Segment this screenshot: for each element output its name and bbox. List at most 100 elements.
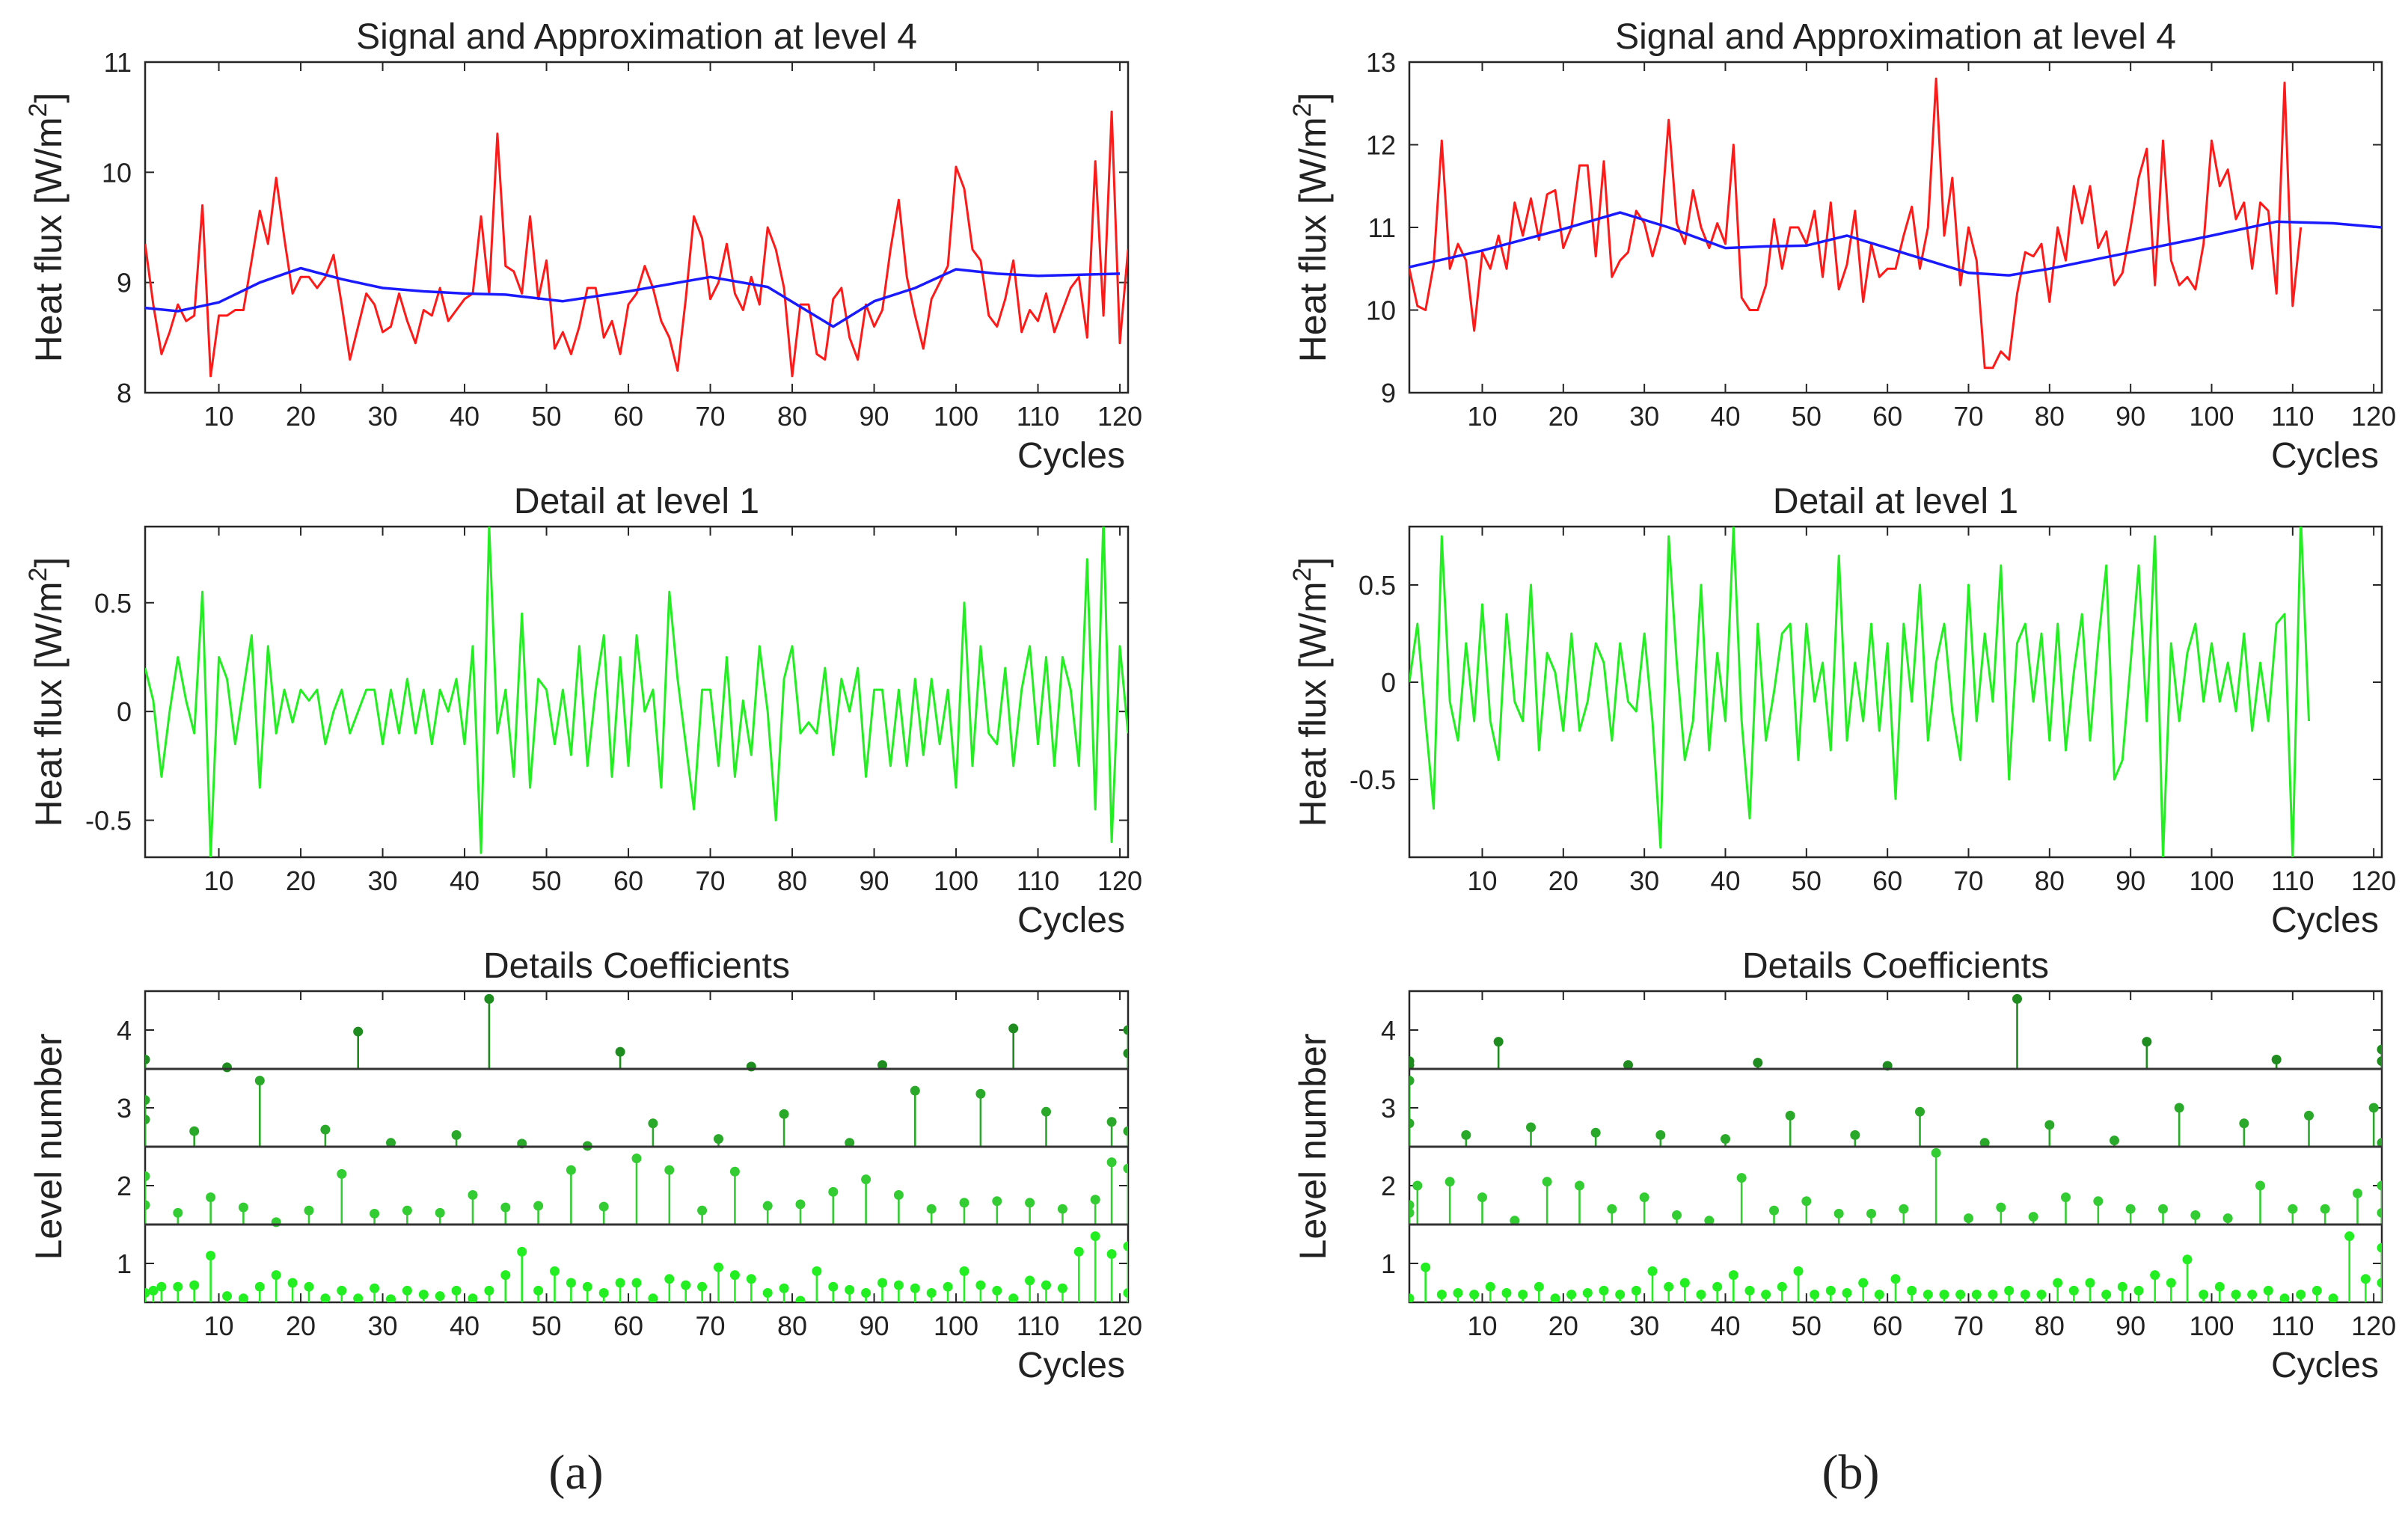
panel-a-3-stem-marker (664, 1165, 675, 1175)
panel-b-2-ylabel-end: ] (1292, 557, 1334, 568)
panel-a-3-stem-marker (173, 1281, 183, 1292)
panel-b-3-xtick-label: 90 (2116, 1311, 2145, 1341)
panel-b-3-stem-marker (1534, 1281, 1544, 1292)
panel-a-3-stem-marker (451, 1285, 462, 1296)
panel-a-3-stem-marker (598, 1288, 609, 1299)
panel-b-3-stem-marker (1639, 1192, 1649, 1203)
panel-a-3-stem-marker (402, 1205, 412, 1216)
panel-a-1-ylabel-exp: 2 (24, 103, 52, 117)
panel-b-3-stem-marker (1493, 1037, 1504, 1047)
panel-b-1: Signal and Approximation at level 4 10 20 3… (1288, 17, 2396, 476)
panel-a-1-ytick-label: 10 (102, 157, 132, 188)
panel-a-3-stem-marker (353, 1293, 364, 1302)
panel-a-3-title: Details Coefficients (483, 946, 790, 986)
panel-b-3-xtick-label: 100 (2189, 1311, 2234, 1341)
panel-b-3-stem-marker (1907, 1285, 1917, 1296)
panel-b-1-ytick-label: 9 (1381, 378, 1396, 408)
panel-a-3-stem-marker (1025, 1275, 1035, 1286)
panel-b-3-stem-marker (2255, 1180, 2265, 1191)
panel-b-3-stem-marker (2044, 1120, 2055, 1130)
panel-a-1-xtick-label: 20 (286, 401, 316, 432)
panel-a-3-stem-marker (697, 1281, 708, 1292)
panel-b-3-stem-marker (1801, 1196, 1812, 1207)
panel-b-3-stem-marker (1501, 1288, 1512, 1299)
panel-b-3-stem-marker (1445, 1177, 1455, 1187)
panel-a-2-xtick-label: 50 (532, 865, 562, 896)
panel-a-3-stem-marker (370, 1208, 380, 1219)
panel-b-3-stem-marker (1728, 1270, 1738, 1281)
panel-b-3-stem-marker (1566, 1290, 1577, 1300)
panel-b-3-stem-marker (2036, 1290, 2047, 1300)
panel-a-3-stem-marker (1008, 1023, 1019, 1034)
panel-b-3-stem-marker (2125, 1204, 2136, 1214)
panel-a-3-stem-marker (1090, 1195, 1100, 1205)
panel-b-3-xtick-label: 10 (1467, 1311, 1497, 1341)
panel-b-3-stem-marker (2110, 1136, 2119, 1146)
panel-b-3-stem-marker (1931, 1147, 1941, 1158)
panel-a-2-axes-frame (144, 525, 1130, 859)
panel-a-3-level-1-stems (145, 1231, 1128, 1302)
panel-a-1-xtick-label: 40 (450, 401, 480, 432)
panel-b-3-stem-marker (2068, 1285, 2079, 1296)
panel-b-3-stem-marker (1409, 1118, 1415, 1129)
panel-b-3-stem-marker (2377, 1278, 2382, 1288)
panel-b-3-stem-marker (1744, 1285, 1755, 1296)
panel-b-3-stem-marker (1858, 1278, 1869, 1288)
panel-b-3-stem-marker (1461, 1130, 1471, 1140)
panel-b-3-stem-marker (2247, 1290, 2258, 1300)
panel-b-1-xtick-label: 70 (1953, 401, 1983, 432)
panel-a-3-stem-marker (222, 1291, 232, 1302)
panel-b-3-stem-marker (1590, 1127, 1601, 1138)
panel-b-3-xtick-label: 110 (2271, 1311, 2314, 1341)
panel-a-3-stem-marker (910, 1283, 920, 1293)
panel-a-2-xtick-label: 90 (860, 865, 889, 896)
panel-b-3-stem-marker (1955, 1290, 1966, 1300)
panel-a-3-stem-marker (435, 1207, 445, 1218)
panel-b-3-stem-marker (1899, 1204, 1909, 1214)
panel-b-3-stem-marker (1550, 1293, 1560, 1302)
panel-b-3-stem-marker (1874, 1290, 1884, 1300)
panel-b-3-stem-marker (1575, 1180, 1584, 1191)
panel-a-3-stem-marker (861, 1174, 871, 1185)
panel-b-2-ylabel: Heat flux [W/m2] (1288, 557, 1334, 827)
panel-a-3-level-2-stems (145, 1153, 1128, 1228)
panel-b-3-stem-marker (2328, 1293, 2338, 1302)
panel-a-3-stem-marker (435, 1291, 445, 1302)
panel-b-1-xtick-label: 80 (2035, 401, 2065, 432)
panel-a-3-stem-marker (795, 1199, 806, 1210)
panel-b-2-ylabel-base: Heat flux [W/m (1292, 581, 1334, 827)
panel-b-2-xtick-label: 60 (1872, 865, 1902, 896)
panel-b-3-stem-marker (2304, 1110, 2314, 1121)
panel-a-3-xtick-label: 80 (777, 1311, 807, 1341)
panel-b-3-stem-marker (2117, 1281, 2127, 1292)
panel-b-3-stem-marker (2190, 1210, 2201, 1221)
panel-a-3-xtick-label: 10 (204, 1311, 234, 1341)
panel-b-3-title: Details Coefficients (1742, 946, 2049, 986)
panel-b-3-stem-marker (1436, 1290, 1447, 1300)
panel-a-3-stem-marker (304, 1281, 314, 1292)
panel-a-3-ytick-label: 3 (117, 1093, 132, 1124)
panel-b-3-stem-marker (2166, 1278, 2176, 1288)
panel-a-3-stem-marker (1008, 1293, 1019, 1302)
panel-a-3-stem-marker (189, 1126, 200, 1136)
panel-a-3-stem-marker (517, 1246, 527, 1257)
panel-a-3-stem-marker (500, 1270, 511, 1281)
panel-a-3-stem-marker (566, 1165, 576, 1175)
panel-b-3-stem-marker (1607, 1204, 1617, 1214)
panel-a-3-xtick-label: 30 (368, 1311, 398, 1341)
panel-label-a: (a) (548, 1445, 603, 1500)
panel-b-3-stem-marker (1412, 1180, 1423, 1191)
panel-b-3-stem-marker (1769, 1205, 1779, 1216)
panel-a-3-xtick-label: 110 (1017, 1311, 1059, 1341)
panel-b-3-stem-marker (2263, 1285, 2273, 1296)
panel-b-2-xtick-label: 70 (1953, 865, 1983, 896)
panel-b-3-stem-marker (1679, 1278, 1690, 1288)
panel-b-2-xtick-label: 90 (2116, 865, 2145, 896)
panel-b-3-stem-marker (2296, 1290, 2306, 1300)
panel-b-3-xtick-label: 30 (1629, 1311, 1659, 1341)
panel-b-2: Detail at level 110 20 30 40 50 60 70 80 90 100 11… (1288, 482, 2396, 940)
panel-a-3-stem-marker (828, 1186, 839, 1197)
panel-a-2-ylabel-end: ] (28, 557, 70, 568)
panel-a-3-stem-marker (582, 1281, 592, 1292)
panel-b-1-ylabel-base: Heat flux [W/m (1292, 117, 1334, 362)
